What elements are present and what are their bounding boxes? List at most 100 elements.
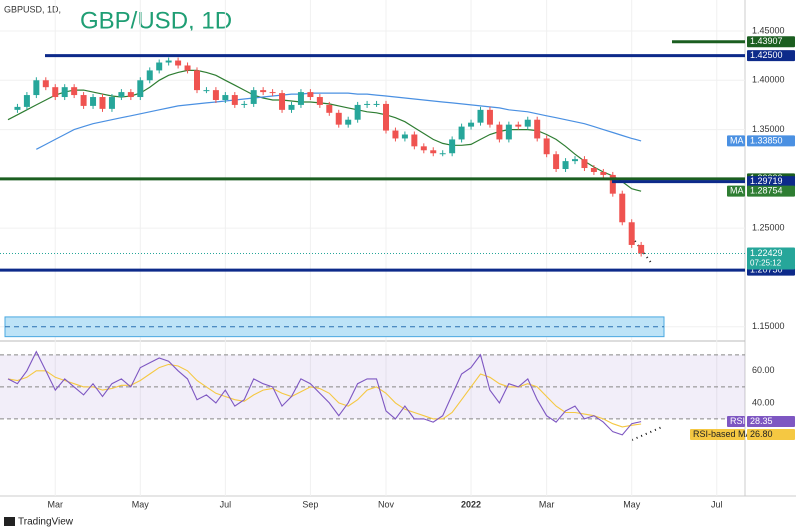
candle — [279, 93, 286, 110]
x-tick-label: Mar — [539, 499, 555, 509]
candle — [326, 104, 333, 113]
candle — [118, 92, 125, 98]
candle — [184, 65, 191, 71]
candle — [590, 168, 597, 172]
countdown-label: 07:25:12 — [750, 259, 782, 268]
candle — [401, 134, 408, 139]
footer-brand: TradingView — [18, 517, 74, 528]
ma-value-label-bg — [747, 185, 795, 197]
rsi-line — [7, 363, 642, 428]
candle — [430, 150, 437, 154]
candle — [477, 109, 484, 123]
candle — [23, 95, 30, 107]
ma-tag: MA — [730, 135, 744, 145]
candle — [33, 80, 40, 96]
candle — [345, 119, 352, 125]
y-tick-label: 1.15000 — [752, 321, 785, 331]
rsi-value-label-bg — [747, 416, 795, 428]
y-tick-label: 1.40000 — [752, 75, 785, 85]
ma-value-label: 1.28754 — [750, 186, 783, 196]
candle — [364, 103, 371, 105]
candle — [638, 244, 645, 254]
x-tick-label: May — [623, 499, 641, 509]
rsi-tick-label: 40.00 — [752, 397, 775, 407]
candle — [14, 106, 21, 110]
candle — [137, 80, 144, 98]
rsi-ma-tag: RSI-based MA — [693, 429, 752, 439]
candle — [335, 112, 342, 125]
candle — [127, 92, 134, 98]
ma-tag: MA — [730, 186, 744, 196]
x-tick-label: Sep — [302, 499, 318, 509]
brand-logo — [4, 517, 15, 526]
chart-title: GBP/USD, 1D — [80, 7, 232, 34]
level-label-bg — [747, 36, 795, 48]
candle — [146, 70, 153, 81]
candle — [505, 124, 512, 140]
rsi-line — [7, 350, 642, 436]
candle — [165, 60, 172, 63]
candle — [90, 97, 97, 106]
candle — [203, 90, 210, 92]
candle — [288, 104, 295, 110]
candle — [543, 138, 550, 155]
level-label: 1.43907 — [750, 36, 783, 46]
candle — [80, 95, 87, 106]
candle — [354, 104, 361, 120]
candle — [411, 134, 418, 147]
y-tick-label: 1.35000 — [752, 124, 785, 134]
divergence-rsi — [631, 426, 663, 441]
level-label: 1.29719 — [750, 176, 783, 186]
candle — [61, 87, 68, 98]
candle — [486, 109, 493, 125]
ma-tag-bg — [727, 135, 745, 147]
rsi-ma-value-label: 26.80 — [750, 429, 773, 439]
candle — [496, 124, 503, 140]
candle — [420, 146, 427, 151]
candle — [515, 124, 522, 127]
divergence-price — [631, 236, 653, 265]
candle — [250, 90, 257, 104]
candle — [439, 153, 446, 155]
x-tick-label: Jul — [711, 499, 723, 509]
candle — [307, 92, 314, 98]
candle — [600, 171, 607, 175]
candle — [222, 95, 229, 100]
candle — [231, 95, 238, 105]
rsi-ma-tag-bg — [690, 429, 745, 441]
candle — [534, 119, 541, 139]
ma-value-label-bg — [747, 135, 795, 147]
candle — [458, 126, 465, 140]
candle — [316, 97, 323, 105]
level-label: 1.42500 — [750, 50, 783, 60]
candle — [553, 154, 560, 170]
candle — [71, 87, 78, 96]
x-tick-label: May — [132, 499, 150, 509]
moving-average — [36, 92, 642, 150]
level-label-bg — [747, 176, 795, 188]
candle — [572, 159, 578, 162]
candle — [468, 122, 475, 127]
rsi-value-label: 28.35 — [750, 416, 773, 426]
rsi-tick-label: 60.00 — [752, 365, 775, 375]
candle — [194, 70, 200, 91]
y-tick-label: 1.25000 — [752, 223, 785, 233]
candle — [297, 92, 304, 105]
x-tick-label: 2022 — [461, 499, 481, 509]
x-tick-label: Mar — [48, 499, 64, 509]
candle — [212, 90, 219, 100]
candle — [260, 90, 267, 93]
last-price-bg — [747, 247, 795, 270]
candle — [609, 174, 616, 194]
candle — [269, 92, 276, 94]
candle — [373, 103, 380, 105]
candle — [524, 119, 531, 127]
candle — [99, 97, 106, 109]
candle — [156, 62, 163, 71]
candle — [392, 130, 399, 139]
ma-value-label: 1.33850 — [750, 135, 783, 145]
level-label-bg — [747, 50, 795, 62]
x-tick-label: Jul — [220, 499, 232, 509]
